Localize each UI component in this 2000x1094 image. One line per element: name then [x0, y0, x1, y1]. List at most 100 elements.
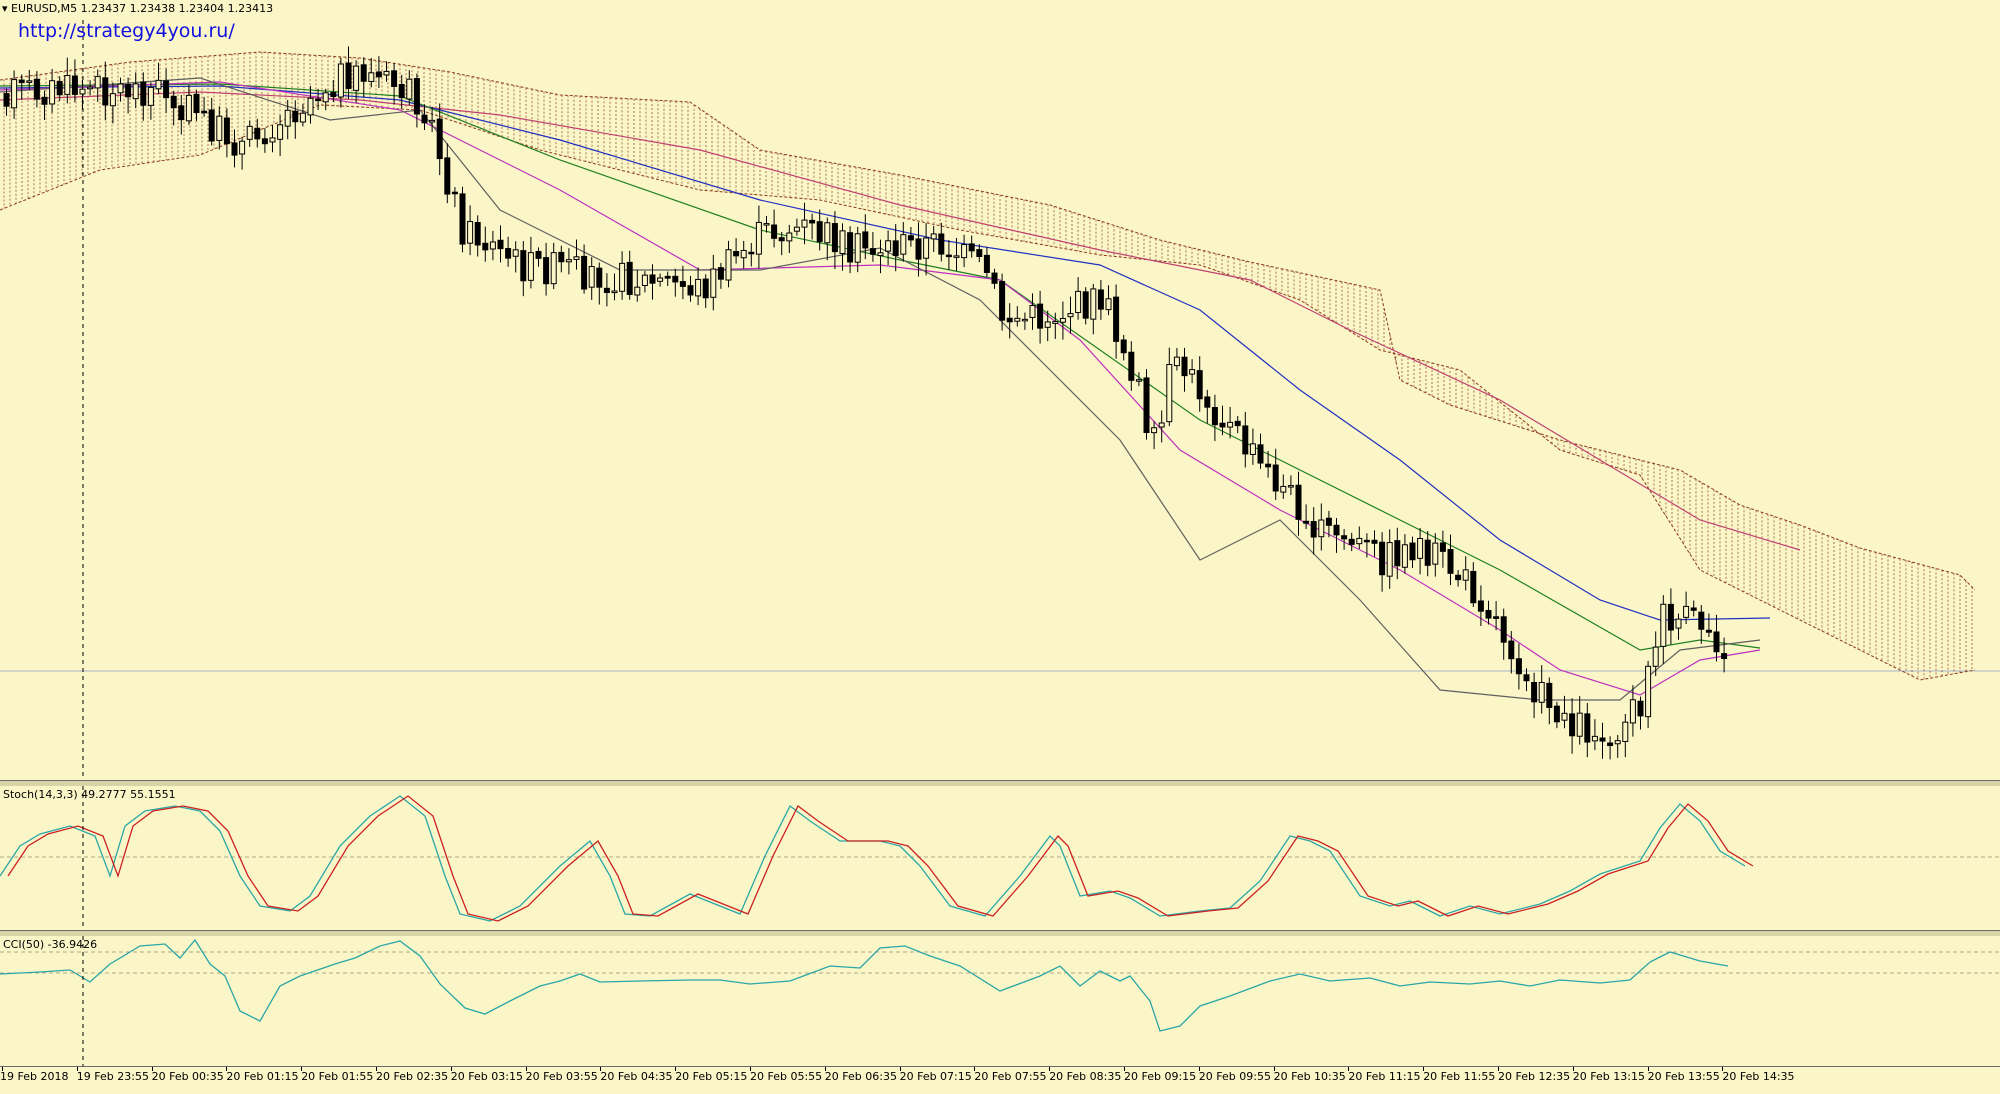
bearish-candle — [33, 78, 40, 100]
bearish-candle — [1515, 658, 1522, 675]
bearish-candle — [444, 157, 451, 195]
stochastic-svg[interactable] — [0, 786, 2000, 930]
site-url-link[interactable]: http://strategy4you.ru/ — [18, 20, 235, 42]
moving-average-green — [0, 83, 1761, 651]
bearish-candle — [1447, 549, 1454, 574]
time-axis-label: 20 Feb 02:35 — [376, 1070, 449, 1083]
stochastic-pane[interactable]: Stoch(14,3,3) 49.2777 55.1551 — [0, 786, 2000, 930]
time-axis-label: 20 Feb 03:15 — [450, 1070, 523, 1083]
time-tick-mark — [525, 1067, 527, 1071]
bearish-candle — [474, 221, 481, 246]
bullish-candle — [763, 223, 770, 226]
bearish-candle — [603, 287, 610, 294]
bullish-candle — [953, 255, 960, 258]
moving-average-pink — [0, 91, 1801, 551]
bearish-candle — [664, 275, 671, 279]
bullish-candle — [1652, 646, 1659, 667]
bullish-candle — [1614, 740, 1621, 745]
time-axis-label: 20 Feb 05:15 — [675, 1070, 748, 1083]
bearish-candle — [1713, 631, 1720, 653]
bullish-candle — [565, 259, 572, 263]
bullish-candle — [337, 63, 344, 98]
bearish-candle — [907, 235, 914, 241]
bearish-candle — [1607, 742, 1614, 747]
time-axis-label: 20 Feb 05:55 — [750, 1070, 823, 1083]
bullish-candle — [1044, 321, 1051, 328]
bearish-candle — [771, 224, 778, 239]
bearish-candle — [1705, 629, 1712, 633]
bullish-candle — [1645, 665, 1652, 718]
bearish-candle — [717, 267, 724, 280]
cci-pane[interactable]: CCI(50) -36.9426 — [0, 936, 2000, 1066]
bearish-candle — [1265, 463, 1272, 468]
bullish-candle — [11, 79, 18, 109]
stochastic-label: Stoch(14,3,3) 49.2777 55.1551 — [3, 788, 176, 801]
bullish-candle — [26, 80, 33, 83]
time-tick-mark — [675, 1067, 677, 1071]
bullish-candle — [1629, 699, 1636, 724]
bearish-candle — [1698, 611, 1705, 630]
bullish-candle — [1386, 542, 1393, 577]
bullish-candle — [1432, 542, 1439, 565]
bearish-candle — [1310, 521, 1317, 538]
bearish-candle — [581, 255, 588, 290]
time-tick-mark — [226, 1067, 228, 1071]
bearish-candle — [892, 240, 899, 256]
bearish-candle — [1500, 616, 1507, 643]
cci-svg[interactable] — [0, 936, 2000, 1066]
bearish-candle — [1508, 640, 1515, 660]
bearish-candle — [413, 78, 420, 115]
time-tick-mark — [974, 1067, 976, 1071]
bearish-candle — [1082, 291, 1089, 319]
time-tick-mark — [1572, 1067, 1574, 1071]
bearish-candle — [391, 70, 398, 87]
bearish-candle — [1196, 370, 1203, 400]
bullish-candle — [1561, 712, 1568, 721]
time-tick-mark — [899, 1067, 901, 1071]
bearish-candle — [1295, 484, 1302, 520]
bullish-candle — [79, 88, 86, 95]
time-axis-label: 20 Feb 10:35 — [1273, 1070, 1346, 1083]
bearish-candle — [360, 64, 367, 82]
bearish-candle — [1424, 539, 1431, 566]
bearish-candle — [1325, 517, 1332, 526]
ichimoku-cloud-upper-edge — [0, 51, 1976, 591]
bearish-candle — [315, 98, 322, 102]
time-axis-label: 20 Feb 11:55 — [1423, 1070, 1496, 1083]
bearish-candle — [938, 233, 945, 255]
bullish-candle — [383, 70, 390, 76]
symbol-info: ▾ EURUSD,M5 1.23437 1.23438 1.23404 1.23… — [2, 2, 274, 15]
bullish-candle — [1318, 519, 1325, 538]
bullish-candle — [1067, 313, 1074, 318]
bearish-candle — [71, 75, 78, 95]
bullish-candle — [1287, 485, 1294, 488]
time-tick-mark — [376, 1067, 377, 1071]
moving-average-blue — [0, 85, 1771, 621]
bearish-candle — [520, 250, 527, 282]
bearish-candle — [1097, 289, 1104, 310]
bearish-candle — [1234, 420, 1241, 427]
bearish-candle — [945, 254, 952, 258]
bearish-candle — [1439, 542, 1446, 552]
time-tick-mark — [1348, 1067, 1350, 1071]
bearish-candle — [1371, 539, 1378, 544]
bullish-candle — [1280, 485, 1287, 493]
bullish-candle — [94, 76, 101, 89]
bearish-candle — [1363, 539, 1370, 543]
bullish-candle — [839, 230, 846, 255]
bullish-candle — [527, 252, 534, 281]
bearish-candle — [1477, 600, 1484, 612]
bearish-candle — [1523, 674, 1530, 682]
bearish-candle — [831, 223, 838, 253]
bullish-candle — [695, 278, 702, 297]
price-chart-svg[interactable] — [0, 0, 2000, 780]
bullish-candle — [117, 83, 124, 94]
price-chart-pane[interactable]: ▾ EURUSD,M5 1.23437 1.23438 1.23404 1.23… — [0, 0, 2000, 780]
bullish-candle — [1683, 605, 1690, 618]
time-tick-mark — [301, 1067, 303, 1071]
bearish-candle — [1721, 653, 1728, 660]
time-tick-mark — [2, 1067, 3, 1071]
time-axis-label: 20 Feb 07:55 — [974, 1070, 1047, 1083]
bearish-candle — [596, 267, 603, 288]
